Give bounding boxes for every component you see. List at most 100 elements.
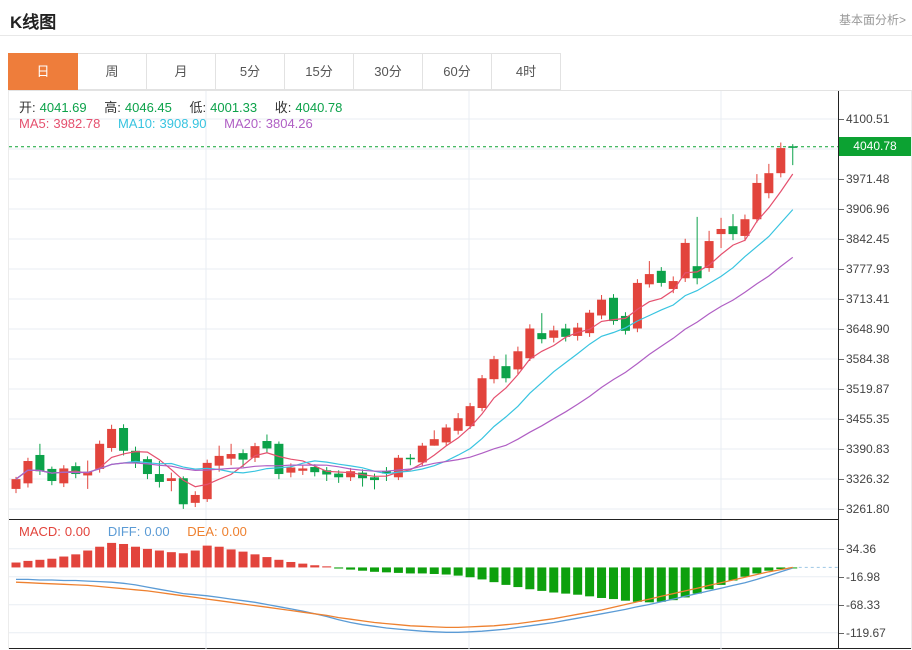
candle-body: [513, 351, 523, 370]
ma10-label: MA10:: [117, 116, 156, 131]
candle-body: [788, 146, 798, 148]
macd-chart[interactable]: [9, 520, 838, 649]
macd-bar: [154, 550, 164, 568]
macd-bar: [405, 567, 415, 574]
ma5-value: 3982.78: [53, 116, 101, 131]
y-axis-label: 3455.35: [846, 412, 890, 426]
axis-tick: [839, 359, 844, 360]
macd-bar: [202, 545, 212, 568]
ma20-label: MA20:: [224, 116, 262, 131]
tab-5分[interactable]: 5分: [215, 53, 285, 90]
y-axis-label: -119.67: [846, 626, 886, 640]
candle-body: [262, 441, 272, 449]
candle-body: [274, 443, 284, 475]
candle-body: [477, 378, 487, 409]
candle-body: [322, 470, 332, 475]
y-axis-label: 3519.87: [846, 382, 890, 396]
candle-body: [549, 330, 559, 338]
candle-body: [226, 454, 236, 459]
macd-bar: [71, 554, 81, 568]
macd-bar: [417, 567, 427, 574]
macd-bar: [609, 567, 618, 600]
tab-日[interactable]: 日: [8, 53, 78, 90]
macd-bar: [513, 567, 523, 588]
macd-bar: [704, 567, 714, 590]
candle-body: [23, 461, 33, 484]
axis-tick: [839, 509, 844, 510]
candle-body: [298, 468, 308, 471]
tab-15分[interactable]: 15分: [284, 53, 354, 90]
y-axis-label: 3906.96: [846, 202, 890, 216]
candle-body: [728, 226, 738, 235]
candle-body: [668, 281, 678, 289]
candle-body: [429, 439, 439, 446]
macd-bar: [501, 567, 511, 585]
macd-bar: [692, 567, 702, 594]
macd-bar: [525, 567, 535, 590]
y-axis-label: 34.36: [846, 542, 877, 556]
dea-line: [15, 566, 793, 629]
axis-tick: [839, 209, 844, 210]
macd-bar: [59, 556, 69, 568]
period-tabs: 日周月 5分 15分 30分 60分 4时: [8, 53, 561, 90]
macd-bar: [310, 565, 320, 568]
y-axis-label: 3326.32: [846, 472, 890, 486]
candle-body: [501, 366, 511, 379]
ma10-line: [15, 209, 794, 480]
macd-bar: [740, 567, 750, 577]
header-divider: [0, 35, 912, 36]
ma20-value: 3804.26: [265, 116, 313, 131]
macd-bar: [358, 567, 368, 571]
macd-bar: [632, 567, 642, 602]
candle-body: [131, 450, 140, 463]
tab-30分[interactable]: 30分: [353, 53, 423, 90]
macd-bar: [561, 567, 571, 594]
candle-body: [381, 471, 391, 474]
y-axis-label: -68.33: [846, 598, 881, 612]
candle-body: [644, 274, 654, 285]
high-label: 高:: [104, 100, 121, 115]
diff-line: [16, 567, 793, 633]
candle-body: [310, 467, 320, 473]
tab-60分[interactable]: 60分: [422, 53, 492, 90]
candle-body: [47, 468, 57, 482]
candle-body: [370, 477, 379, 481]
candle-body: [441, 427, 451, 443]
macd-bar: [764, 567, 774, 571]
candlestick-chart[interactable]: [9, 91, 838, 519]
candle-body: [405, 457, 415, 460]
candle-body: [632, 282, 642, 329]
axis-tick: [839, 549, 844, 550]
chart-bottom-border: [9, 648, 911, 649]
macd-bar: [107, 542, 117, 568]
candle-body: [716, 228, 726, 235]
tab-月[interactable]: 月: [146, 53, 216, 90]
axis-tick: [839, 633, 844, 634]
candle-body: [704, 241, 714, 269]
macd-bar: [95, 546, 105, 568]
y-axis-label: -16.98: [846, 570, 881, 584]
macd-bar: [83, 550, 93, 568]
y-axis-label: 3777.93: [846, 262, 890, 276]
diff-label: DIFF:: [107, 524, 141, 539]
candle-body: [71, 466, 81, 475]
macd-bar: [346, 567, 356, 570]
axis-tick: [839, 299, 844, 300]
candle-body: [752, 182, 762, 220]
candle-body: [107, 428, 117, 448]
macd-value: 0.00: [64, 524, 91, 539]
macd-bar: [142, 548, 152, 568]
y-axis-label: 3713.41: [846, 292, 890, 306]
macd-bar: [465, 567, 475, 578]
macd-bar: [393, 567, 403, 573]
fundamental-analysis-link[interactable]: 基本面分析>: [838, 13, 906, 27]
macd-bar: [441, 567, 451, 575]
candle-body: [119, 427, 129, 451]
tab-4时[interactable]: 4时: [491, 53, 561, 90]
candle-body: [346, 471, 356, 478]
candle-body: [35, 454, 45, 472]
macd-bar: [298, 563, 308, 568]
tab-周[interactable]: 周: [77, 53, 147, 90]
low-label: 低:: [189, 100, 207, 115]
current-price-badge: 4040.78: [839, 137, 911, 156]
